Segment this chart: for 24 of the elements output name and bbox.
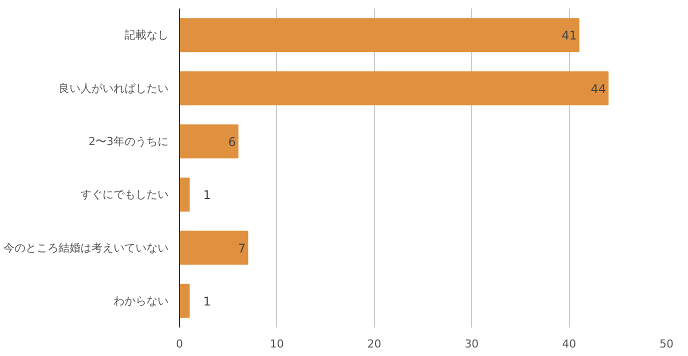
bar [180,178,190,212]
y-tick-label: 記載なし [124,28,168,42]
y-tick-label: 今のところ結婚は考えいていない [4,241,168,254]
y-tick-label: わからない [114,294,168,308]
x-tick-label: 40 [562,338,576,350]
data-label: 41 [562,28,577,43]
bar [180,284,190,318]
data-label: 1 [203,188,211,202]
y-tick-label: 良い人がいればしたい [58,82,168,95]
data-label: 1 [203,294,211,308]
x-tick-label: 50 [660,338,674,350]
bar [180,71,609,106]
x-tick-label: 0 [176,338,183,350]
data-label: 44 [590,82,606,96]
bar [180,18,580,52]
bar [180,124,238,158]
y-tick-label: すぐにでもしたい [80,188,168,202]
data-label: 7 [238,241,246,256]
y-tick-label: 2〜3年のうちに [88,134,169,148]
x-tick-label: 10 [270,338,284,350]
x-tick-label: 20 [367,338,382,350]
bar [180,230,248,265]
x-tick-label: 30 [464,338,479,350]
data-label: 6 [228,134,236,149]
